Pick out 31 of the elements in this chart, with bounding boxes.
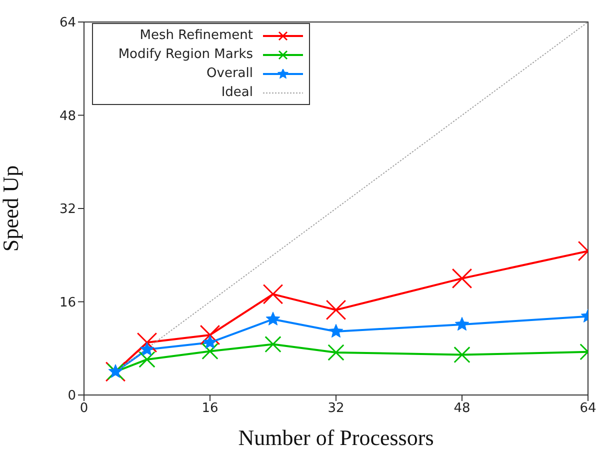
- legend-label: Ideal: [221, 85, 253, 100]
- x-axis-title: Number of Processors: [238, 425, 434, 449]
- point: [266, 312, 280, 326]
- y-tick-label: 32: [59, 202, 76, 218]
- point: [136, 332, 158, 353]
- y-tick-label: 48: [59, 108, 76, 124]
- y-axis-title: Speed Up: [0, 165, 23, 252]
- point: [264, 336, 282, 353]
- x-tick-label: 64: [580, 401, 596, 416]
- x-tick-label: 0: [80, 401, 88, 416]
- point: [200, 324, 220, 346]
- y-tick-label: 64: [59, 16, 76, 31]
- point: [452, 268, 472, 289]
- point: [454, 316, 470, 331]
- x-tick-label: 48: [454, 401, 470, 416]
- point: [326, 300, 346, 320]
- point: [140, 342, 154, 356]
- point: [202, 334, 218, 349]
- point: [138, 351, 156, 368]
- x-tick-label: 16: [202, 401, 218, 416]
- x-tick-label: 32: [328, 401, 344, 416]
- legend-label: Mesh Refinement: [140, 28, 253, 43]
- point: [328, 324, 344, 338]
- legend-label: Modify Region Marks: [118, 47, 253, 62]
- point: [262, 284, 284, 304]
- legend-label: Overall: [206, 66, 253, 81]
- y-tick-label: 16: [59, 295, 76, 310]
- point: [202, 342, 218, 360]
- point: [454, 346, 470, 364]
- y-tick-label: 0: [68, 388, 76, 404]
- point: [328, 344, 344, 361]
